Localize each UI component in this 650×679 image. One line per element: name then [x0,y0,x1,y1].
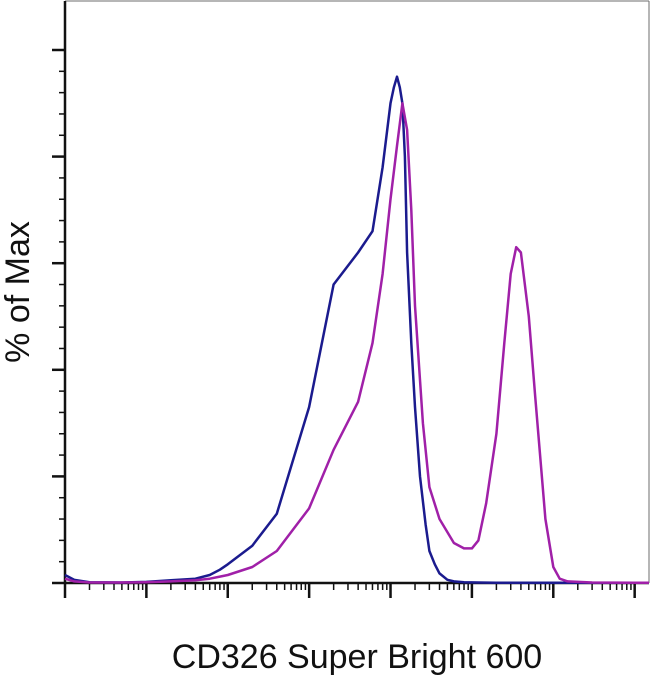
plot-frame [63,0,650,585]
y-axis-label: % of Max [0,221,37,363]
series-line-2 [64,102,649,584]
series-line-1 [64,75,649,584]
series-layer [64,75,649,584]
x-axis-label: CD326 Super Bright 600 [172,638,542,676]
x-axis-ticks [63,583,636,598]
y-axis-ticks [52,48,65,585]
